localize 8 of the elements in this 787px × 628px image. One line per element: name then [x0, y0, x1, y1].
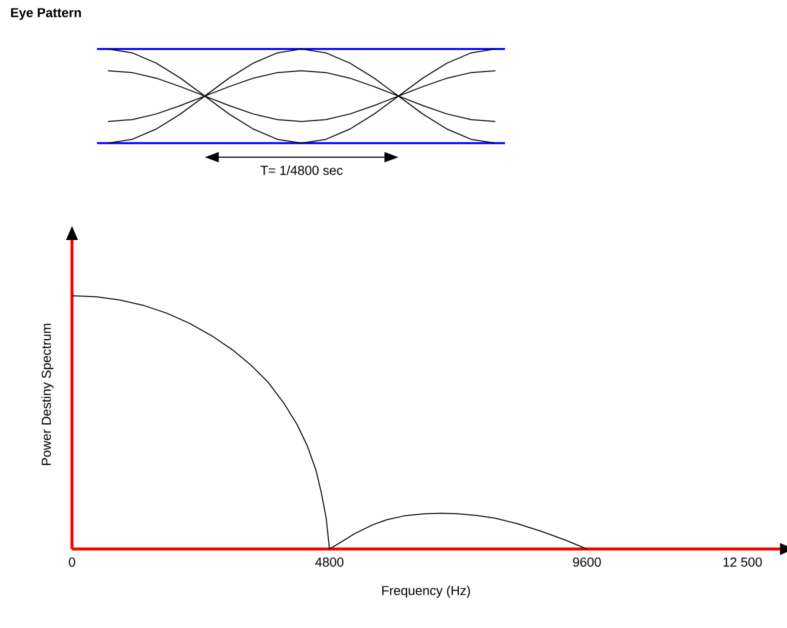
- text: T= 1/4800 sec: [260, 165, 343, 175]
- y-axis-title: Power Destiny Spectrum: [41, 324, 54, 465]
- x-tick-label: 0: [68, 558, 76, 567]
- x-tick-label: 12 500: [724, 558, 762, 567]
- x-tick-label: 9600: [573, 558, 601, 567]
- x-tick-label: 4800: [315, 558, 344, 567]
- x-axis-title: Frequency (Hz): [382, 586, 470, 598]
- chart-title: Eye Pattern: [11, 8, 81, 20]
